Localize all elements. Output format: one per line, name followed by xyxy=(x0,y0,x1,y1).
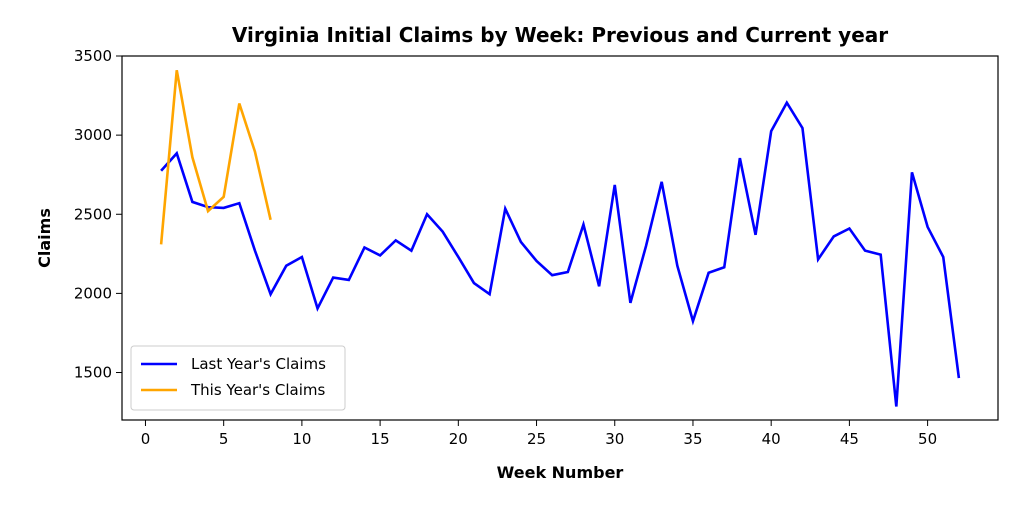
x-tick-label: 45 xyxy=(840,430,859,448)
series-layer xyxy=(159,70,961,407)
legend-box xyxy=(130,345,346,411)
x-tick-label: 35 xyxy=(683,430,702,448)
x-tick-label: 20 xyxy=(449,430,468,448)
series-line-2 xyxy=(159,70,272,245)
y-tick-label: 3000 xyxy=(74,126,112,144)
chart-title: Virginia Initial Claims by Week: Previou… xyxy=(232,23,888,47)
plot-area xyxy=(121,55,999,421)
x-tick-label: 50 xyxy=(918,430,937,448)
y-tick-label: 3500 xyxy=(74,47,112,65)
y-axis-label: Claims xyxy=(35,208,54,268)
y-tick-label: 1500 xyxy=(74,364,112,382)
y-axis-ticks: 1500 2000 2500 3000 3500 xyxy=(74,47,122,382)
legend-label: This Year's Claims xyxy=(190,381,325,399)
x-tick-label: 10 xyxy=(292,430,311,448)
x-tick-label: 40 xyxy=(762,430,781,448)
x-axis-ticks: 0 5 10 15 20 25 30 35 40 45 50 xyxy=(141,420,937,448)
x-tick-label: 0 xyxy=(141,430,151,448)
x-axis-label: Week Number xyxy=(497,463,624,482)
x-tick-label: 30 xyxy=(605,430,624,448)
x-tick-label: 5 xyxy=(219,430,229,448)
legend: Last Year's Claims This Year's Claims xyxy=(130,345,346,411)
x-tick-label: 25 xyxy=(527,430,546,448)
y-tick-label: 2000 xyxy=(74,284,112,302)
series-line-1 xyxy=(160,100,961,407)
x-tick-label: 15 xyxy=(371,430,390,448)
y-tick-label: 2500 xyxy=(74,205,112,223)
legend-label: Last Year's Claims xyxy=(191,355,326,373)
